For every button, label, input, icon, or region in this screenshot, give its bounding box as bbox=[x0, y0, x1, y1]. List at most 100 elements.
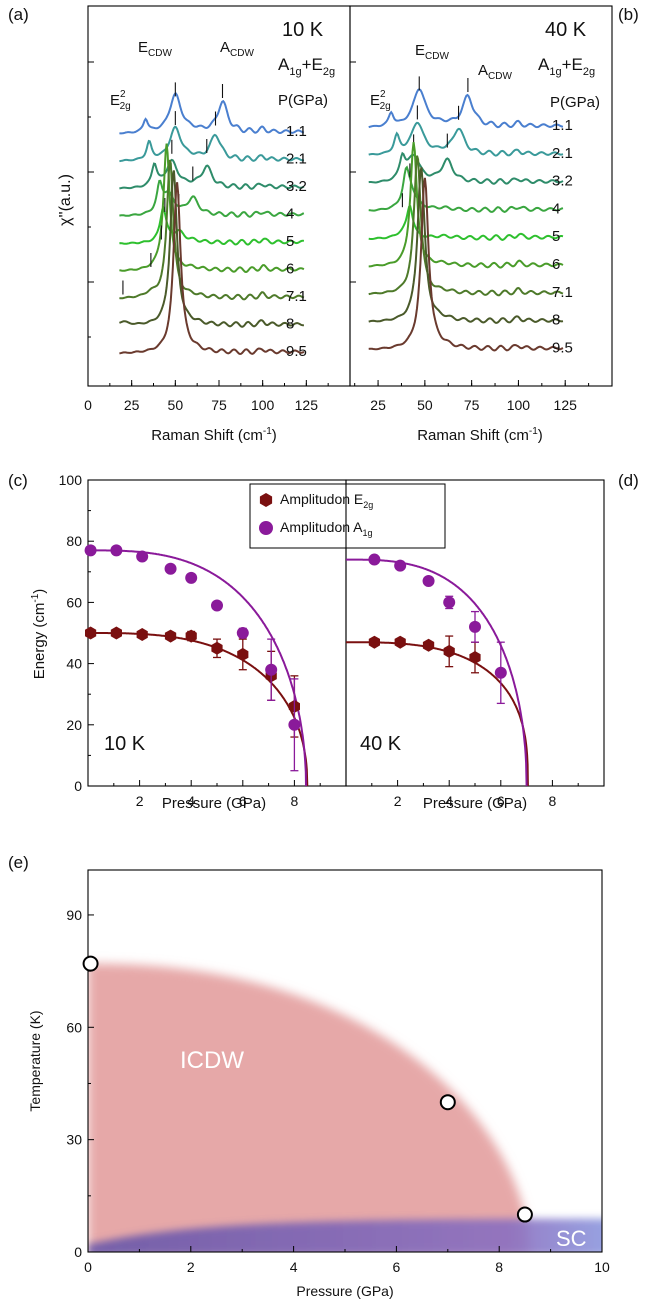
panel-d: (d) 2 4 6 8 40 K Pressure (GPa) bbox=[345, 471, 639, 812]
pressure-label: 7.1 bbox=[286, 288, 307, 305]
point-a1g bbox=[494, 666, 507, 679]
x-tick-label: 125 bbox=[295, 397, 319, 413]
data-points-c bbox=[84, 544, 301, 772]
axes-d: 2 4 6 8 bbox=[371, 780, 579, 809]
transition-point bbox=[516, 1206, 533, 1223]
spectrum-7.1 bbox=[119, 159, 305, 301]
point-e2g bbox=[368, 635, 380, 649]
pressure-label: 1.1 bbox=[552, 117, 573, 134]
spectra-a bbox=[119, 82, 305, 356]
x-tick-label: 25 bbox=[124, 397, 140, 413]
point-a1g bbox=[443, 596, 456, 609]
spectrum-3.2 bbox=[368, 151, 564, 185]
spectrum-2.1 bbox=[368, 121, 564, 157]
point-e2g bbox=[211, 641, 223, 655]
data-points-d bbox=[368, 553, 507, 705]
spectrum-1.1 bbox=[119, 92, 305, 135]
y-tick-label: 60 bbox=[66, 594, 82, 610]
spectrum-7.1 bbox=[368, 155, 564, 297]
symmetry-label-b: A1g+E2g bbox=[538, 55, 595, 78]
point-a1g bbox=[368, 553, 381, 566]
x-tick-label: 4 bbox=[445, 793, 453, 809]
y-tick-label: 80 bbox=[66, 533, 82, 549]
y-axis-label-c: Energy (cm-1) bbox=[30, 589, 48, 680]
x-tick-label: 6 bbox=[393, 1259, 401, 1275]
spectrum-4 bbox=[119, 179, 305, 218]
pressure-label: 6 bbox=[552, 256, 560, 273]
panel-label-e: (e) bbox=[8, 853, 29, 872]
panel-label-a: (a) bbox=[8, 5, 29, 24]
x-tick-label: 100 bbox=[251, 397, 275, 413]
sc-region bbox=[88, 1218, 602, 1252]
y-axis-label-a: χ''(a.u.) bbox=[57, 174, 74, 226]
pressure-label: 3.2 bbox=[552, 173, 573, 190]
x-tick-label: 50 bbox=[168, 397, 184, 413]
pressure-header-b: P(GPa) bbox=[550, 94, 600, 111]
pressure-label: 4 bbox=[552, 200, 560, 217]
x-axis-b: 25 50 75 100 125 bbox=[350, 61, 613, 413]
point-e2g bbox=[237, 647, 249, 661]
x-tick-label: 0 bbox=[84, 397, 92, 413]
legend-c: Amplitudon E2g Amplitudon A1g bbox=[249, 483, 446, 549]
y-tick-label: 40 bbox=[66, 656, 82, 672]
pressure-label: 6 bbox=[286, 261, 294, 278]
panel-label-d: (d) bbox=[618, 471, 639, 490]
x-axis-label-b: Raman Shift (cm-1) bbox=[417, 426, 543, 444]
icdw-region bbox=[88, 963, 531, 1252]
spectrum-1.1 bbox=[368, 88, 564, 129]
temperature-label-a: 10 K bbox=[282, 19, 324, 41]
plot-frame-b bbox=[349, 5, 613, 387]
point-e2g bbox=[185, 629, 197, 643]
pressure-label: 5 bbox=[552, 228, 560, 245]
pressure-label: 2.1 bbox=[552, 145, 573, 162]
spectrum-3.2 bbox=[119, 158, 305, 190]
pressure-label: 8 bbox=[286, 316, 294, 333]
pressure-label: 8 bbox=[552, 312, 560, 329]
x-tick-label: 8 bbox=[495, 1259, 503, 1275]
panel-e: (e) 0 2 4 6 8 10 0 30 60 90 ICDW SC Pressure (GPa… bbox=[8, 853, 610, 1299]
acdw-label-b: ACDW bbox=[478, 62, 512, 82]
pressure-label: 4 bbox=[286, 206, 294, 223]
x-axis-label-a: Raman Shift (cm-1) bbox=[151, 426, 277, 444]
e2g-label-b: E2 2g bbox=[370, 89, 391, 112]
ecdw-label-b: ECDW bbox=[415, 42, 449, 62]
legend-label-a1g: Amplitudon A1g bbox=[280, 519, 373, 538]
panel-a: (a) 0 25 50 75 100 125 1.1 2.1 3.2 4 5 6 7.1 8 9.5 10… bbox=[8, 5, 351, 444]
point-e2g bbox=[394, 635, 406, 649]
legend-box bbox=[249, 483, 446, 549]
x-tick-label: 2 bbox=[136, 793, 144, 809]
spectrum-5 bbox=[368, 205, 564, 241]
point-a1g bbox=[236, 627, 249, 639]
pressure-label: 3.2 bbox=[286, 178, 307, 195]
temperature-label-b: 40 K bbox=[545, 19, 587, 41]
x-tick-label: 25 bbox=[370, 397, 386, 413]
pressure-label: 9.5 bbox=[552, 339, 573, 356]
x-tick-label: 6 bbox=[497, 793, 505, 809]
spectra-b bbox=[368, 76, 564, 352]
spectrum-8 bbox=[368, 167, 564, 324]
fit-e2g bbox=[88, 632, 309, 787]
pressure-label: 1.1 bbox=[286, 123, 307, 140]
point-a1g bbox=[469, 620, 481, 633]
point-a1g bbox=[211, 599, 223, 612]
point-e2g bbox=[164, 629, 177, 643]
x-tick-label: 50 bbox=[417, 397, 433, 413]
legend-label-e2g: Amplitudon E2g bbox=[280, 491, 373, 510]
axes-e: 0 2 4 6 8 10 0 30 60 90 bbox=[66, 907, 610, 1275]
spectrum-2.1 bbox=[119, 125, 305, 163]
legend-marker-e2g bbox=[259, 493, 273, 507]
panel-b: (b) 25 50 75 100 125 1.1 2.1 3.2 4 5 6 7.1 8 9.5 40 … bbox=[349, 5, 639, 444]
transition-points-e bbox=[82, 955, 533, 1223]
point-e2g bbox=[85, 626, 97, 640]
x-tick-label: 75 bbox=[464, 397, 480, 413]
y-tick-label: 60 bbox=[66, 1019, 82, 1035]
x-tick-label: 100 bbox=[507, 397, 531, 413]
point-e2g bbox=[469, 651, 481, 664]
x-tick-label: 10 bbox=[594, 1259, 610, 1275]
point-a1g bbox=[394, 559, 407, 572]
point-a1g bbox=[136, 550, 149, 563]
x-tick-label: 8 bbox=[291, 793, 299, 809]
y-tick-label: 20 bbox=[66, 717, 82, 733]
panel-label-b: (b) bbox=[618, 5, 639, 24]
